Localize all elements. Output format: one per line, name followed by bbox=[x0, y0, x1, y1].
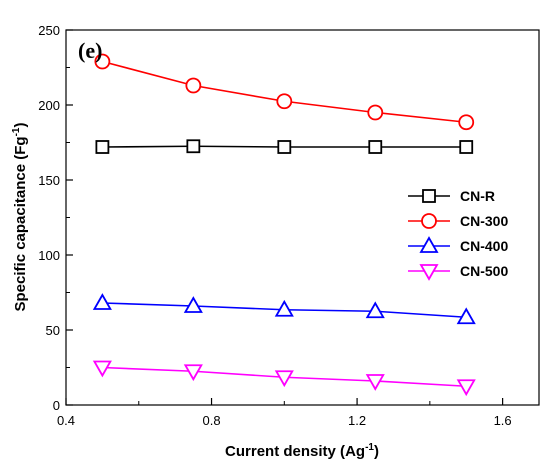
data-point bbox=[458, 114, 475, 131]
x-axis-unit-sup: -1 bbox=[365, 442, 374, 453]
data-point bbox=[459, 140, 474, 154]
legend-marker bbox=[419, 236, 439, 253]
axis-ticks: 0.4 0.8 1.2 1.6 0 50 100 150 200 250 bbox=[38, 23, 511, 428]
legend: CN-R CN-300 CN-400 CN-500 bbox=[408, 188, 508, 281]
legend-label: CN-300 bbox=[460, 213, 508, 229]
y-axis-unit: Fg bbox=[12, 136, 29, 154]
data-point bbox=[456, 379, 476, 397]
series-cn-500 bbox=[92, 360, 476, 397]
data-point bbox=[368, 140, 383, 154]
data-point bbox=[365, 301, 385, 319]
data-point bbox=[365, 374, 385, 391]
y-tick-label: 150 bbox=[38, 173, 60, 188]
data-point bbox=[92, 360, 112, 378]
legend-item: CN-500 bbox=[408, 263, 508, 281]
legend-item: CN-300 bbox=[408, 213, 508, 229]
y-axis-unit-sup: -1 bbox=[11, 127, 22, 136]
series-layer bbox=[92, 53, 476, 397]
y-tick-label: 100 bbox=[38, 248, 60, 263]
y-tick-label: 50 bbox=[46, 323, 60, 338]
legend-label: CN-500 bbox=[460, 263, 508, 279]
legend-label: CN-400 bbox=[460, 238, 508, 254]
panel-label: (e) bbox=[78, 38, 102, 63]
y-tick-label: 200 bbox=[38, 98, 60, 113]
data-point bbox=[456, 307, 476, 325]
series-cn-r bbox=[95, 139, 474, 154]
series-cn-400 bbox=[92, 293, 476, 325]
x-axis-title-text: Current density bbox=[225, 443, 337, 460]
legend-marker bbox=[422, 189, 436, 203]
x-tick-label: 1.6 bbox=[494, 413, 512, 428]
data-point bbox=[274, 299, 294, 317]
data-point bbox=[183, 296, 203, 313]
x-tick-label: 0.4 bbox=[57, 413, 75, 428]
x-tick-label: 1.2 bbox=[348, 413, 366, 428]
series-cn-300 bbox=[94, 53, 475, 131]
legend-item: CN-R bbox=[408, 188, 495, 204]
data-point bbox=[186, 139, 201, 154]
y-tick-label: 250 bbox=[38, 23, 60, 38]
y-tick-label: 0 bbox=[53, 398, 60, 413]
data-point bbox=[185, 77, 202, 94]
x-tick-label: 0.8 bbox=[202, 413, 220, 428]
data-point bbox=[274, 370, 294, 388]
data-point bbox=[367, 104, 384, 121]
data-point bbox=[95, 140, 110, 154]
legend-label: CN-R bbox=[460, 188, 495, 204]
y-axis-title: Specific capacitance (Fg-1) bbox=[11, 123, 29, 312]
data-point bbox=[276, 93, 293, 110]
data-point bbox=[92, 293, 112, 310]
legend-marker bbox=[419, 264, 439, 281]
legend-item: CN-400 bbox=[408, 236, 508, 254]
x-axis-title: Current density (Ag-1) bbox=[225, 442, 379, 460]
data-point bbox=[277, 140, 292, 154]
data-point bbox=[94, 53, 111, 70]
data-point bbox=[183, 364, 203, 382]
x-axis-unit: Ag bbox=[345, 443, 365, 460]
series-line bbox=[102, 60, 467, 124]
y-axis-title-text: Specific capacitance bbox=[12, 164, 29, 312]
legend-marker bbox=[421, 213, 437, 229]
